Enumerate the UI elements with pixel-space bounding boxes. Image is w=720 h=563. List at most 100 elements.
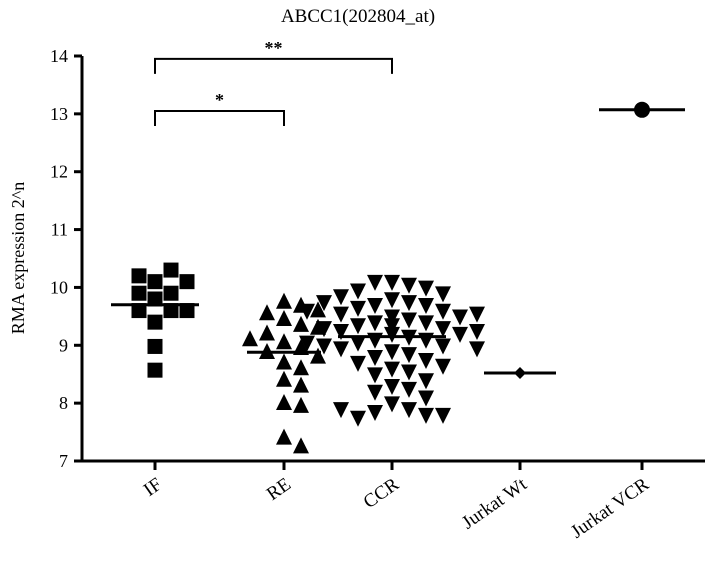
data-point [310, 347, 326, 364]
data-point [276, 292, 292, 309]
data-point [276, 310, 292, 327]
data-point [367, 315, 383, 332]
data-point [418, 280, 434, 297]
data-point [401, 347, 417, 364]
data-point [418, 297, 434, 314]
data-point [259, 324, 275, 341]
data-point [367, 405, 383, 422]
significance-label: ** [265, 38, 283, 58]
data-point [147, 338, 163, 354]
median-lines [111, 108, 685, 375]
y-tick-label: 13 [50, 104, 68, 124]
data-point [367, 384, 383, 401]
data-point [147, 291, 163, 307]
data-point [350, 318, 366, 335]
data-point [401, 402, 417, 419]
data-point [435, 407, 451, 424]
y-tick-label: 14 [50, 46, 68, 66]
x-tick-label: Jurkat Wt [458, 473, 531, 533]
data-point [469, 324, 485, 341]
x-tick-label: IF [140, 474, 166, 501]
data-point [401, 312, 417, 329]
data-point [333, 341, 349, 358]
data-point [350, 355, 366, 372]
y-tick-label: 8 [59, 393, 68, 413]
data-point [384, 378, 400, 395]
x-tick-label: Jurkat VCR [567, 474, 653, 543]
data-point [435, 338, 451, 355]
data-point [418, 373, 434, 390]
y-tick-label: 7 [59, 451, 68, 471]
data-point [401, 364, 417, 381]
data-point [367, 332, 383, 349]
data-point [131, 303, 147, 319]
data-point [367, 274, 383, 291]
data-point [276, 428, 292, 445]
y-tick-label: 10 [50, 277, 68, 297]
data-point [401, 295, 417, 312]
data-point [310, 301, 326, 318]
data-point [276, 370, 292, 387]
data-point [435, 358, 451, 375]
data-point [179, 303, 195, 319]
data-point [367, 297, 383, 314]
data-point [299, 303, 315, 320]
data-point [276, 333, 292, 350]
data-point [179, 274, 195, 290]
data-point [316, 321, 332, 338]
data-point [259, 304, 275, 321]
data-point [367, 350, 383, 367]
y-tick-label: 11 [51, 220, 68, 240]
data-point [418, 315, 434, 332]
data-point [452, 309, 468, 326]
data-point [384, 326, 400, 343]
data-point [333, 306, 349, 323]
data-point [293, 315, 309, 332]
data-point [418, 332, 434, 349]
data-point [131, 268, 147, 284]
data-point [401, 277, 417, 294]
data-point [367, 367, 383, 384]
y-tick-label: 9 [59, 335, 68, 355]
significance-annotations: *** [154, 38, 393, 126]
data-point [147, 362, 163, 378]
data-point [384, 344, 400, 361]
data-point [418, 407, 434, 424]
x-tick-label: RE [263, 474, 295, 505]
data-point [299, 335, 315, 352]
data-point [293, 396, 309, 413]
data-point [469, 306, 485, 323]
data-point [452, 326, 468, 343]
data-point [384, 318, 400, 335]
y-tick-label: 12 [50, 162, 68, 182]
data-point [316, 295, 332, 312]
data-point [131, 285, 147, 301]
data-point [350, 283, 366, 300]
data-point [242, 330, 258, 347]
data-point [293, 376, 309, 393]
data-point [435, 303, 451, 320]
data-point [316, 338, 332, 355]
data-point [333, 324, 349, 341]
data-point [293, 437, 309, 454]
data-points [131, 101, 650, 454]
y-axis-label: RMA expression 2^n [8, 182, 28, 334]
data-point [163, 262, 179, 278]
chart-title: ABCC1(202804_at) [281, 6, 435, 27]
data-point [469, 341, 485, 358]
data-point [384, 396, 400, 413]
data-point [276, 353, 292, 370]
data-point [333, 289, 349, 306]
data-point [147, 314, 163, 330]
data-point [333, 402, 349, 419]
data-point [350, 300, 366, 317]
data-point [293, 359, 309, 376]
data-point [163, 303, 179, 319]
data-point [435, 286, 451, 303]
data-point [401, 381, 417, 398]
data-point [163, 285, 179, 301]
data-point [435, 321, 451, 338]
x-tick-label: CCR [360, 474, 403, 513]
data-point [276, 393, 292, 410]
